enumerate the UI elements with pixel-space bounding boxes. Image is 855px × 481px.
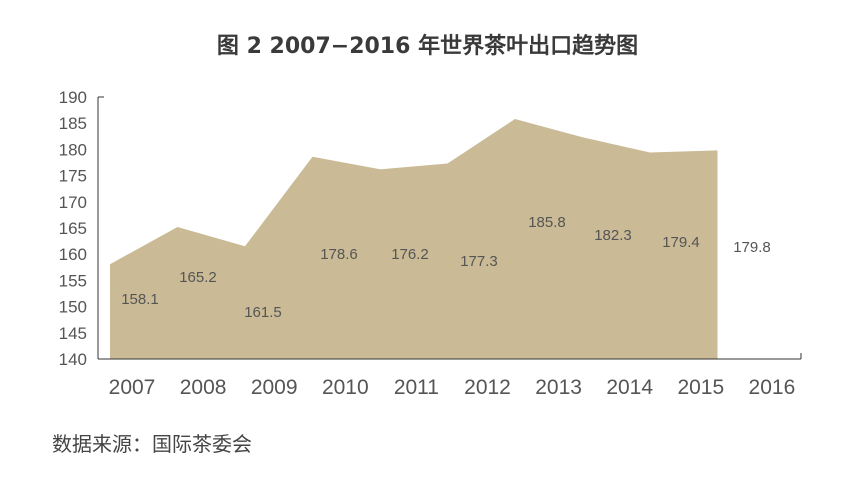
y-tick-label: 170 <box>59 193 87 212</box>
y-tick-label: 150 <box>59 298 87 317</box>
area-layer <box>110 119 718 359</box>
y-tick-label: 180 <box>59 140 87 159</box>
data-labels: 158.1 165.2 161.5 178.6 176.2 177.3 185.8 182.3… <box>121 214 771 321</box>
x-tick-label: 2015 <box>677 376 724 399</box>
y-tick-label: 165 <box>59 219 87 238</box>
data-label: 179.4 <box>662 234 700 251</box>
x-tick-label: 2012 <box>464 376 511 399</box>
axis-layer <box>97 96 802 360</box>
y-tick-label: 175 <box>59 167 87 186</box>
y-tick-label: 185 <box>59 114 87 133</box>
data-label: 178.6 <box>320 246 358 263</box>
y-tick-label: 155 <box>59 271 87 290</box>
x-tick-label: 2011 <box>394 376 439 399</box>
y-tick-label: 140 <box>59 350 87 369</box>
data-label: 158.1 <box>121 291 159 308</box>
x-tick-label: 2007 <box>109 376 156 399</box>
data-label: 182.3 <box>594 227 632 244</box>
x-tick-label: 2013 <box>535 376 582 399</box>
x-tick-labels: 2007 2008 2009 2010 2011 2012 2013 2014 2015 2016 <box>109 376 796 399</box>
data-label: 185.8 <box>528 214 566 231</box>
x-tick-label: 2010 <box>322 376 369 399</box>
x-tick-label: 2009 <box>251 376 298 399</box>
x-tick-label: 2016 <box>749 376 796 399</box>
data-label: 161.5 <box>244 304 282 321</box>
area-series <box>110 119 718 359</box>
chart-title: 图 2 2007−2016 年世界茶叶出口趋势图 <box>216 34 639 59</box>
x-tick-label: 2008 <box>180 376 227 399</box>
y-tick-label: 190 <box>59 88 87 107</box>
y-tick-labels: 140 145 150 155 160 165 170 175 180 185 190 <box>59 88 87 369</box>
x-tick-label: 2014 <box>606 376 653 399</box>
source-note: 数据来源：国际茶委会 <box>52 432 252 456</box>
data-label: 179.8 <box>733 239 771 256</box>
data-label: 176.2 <box>391 246 429 263</box>
y-tick-label: 160 <box>59 245 87 264</box>
data-label: 165.2 <box>179 269 217 286</box>
data-label: 177.3 <box>460 253 498 270</box>
y-tick-label: 145 <box>59 324 87 343</box>
